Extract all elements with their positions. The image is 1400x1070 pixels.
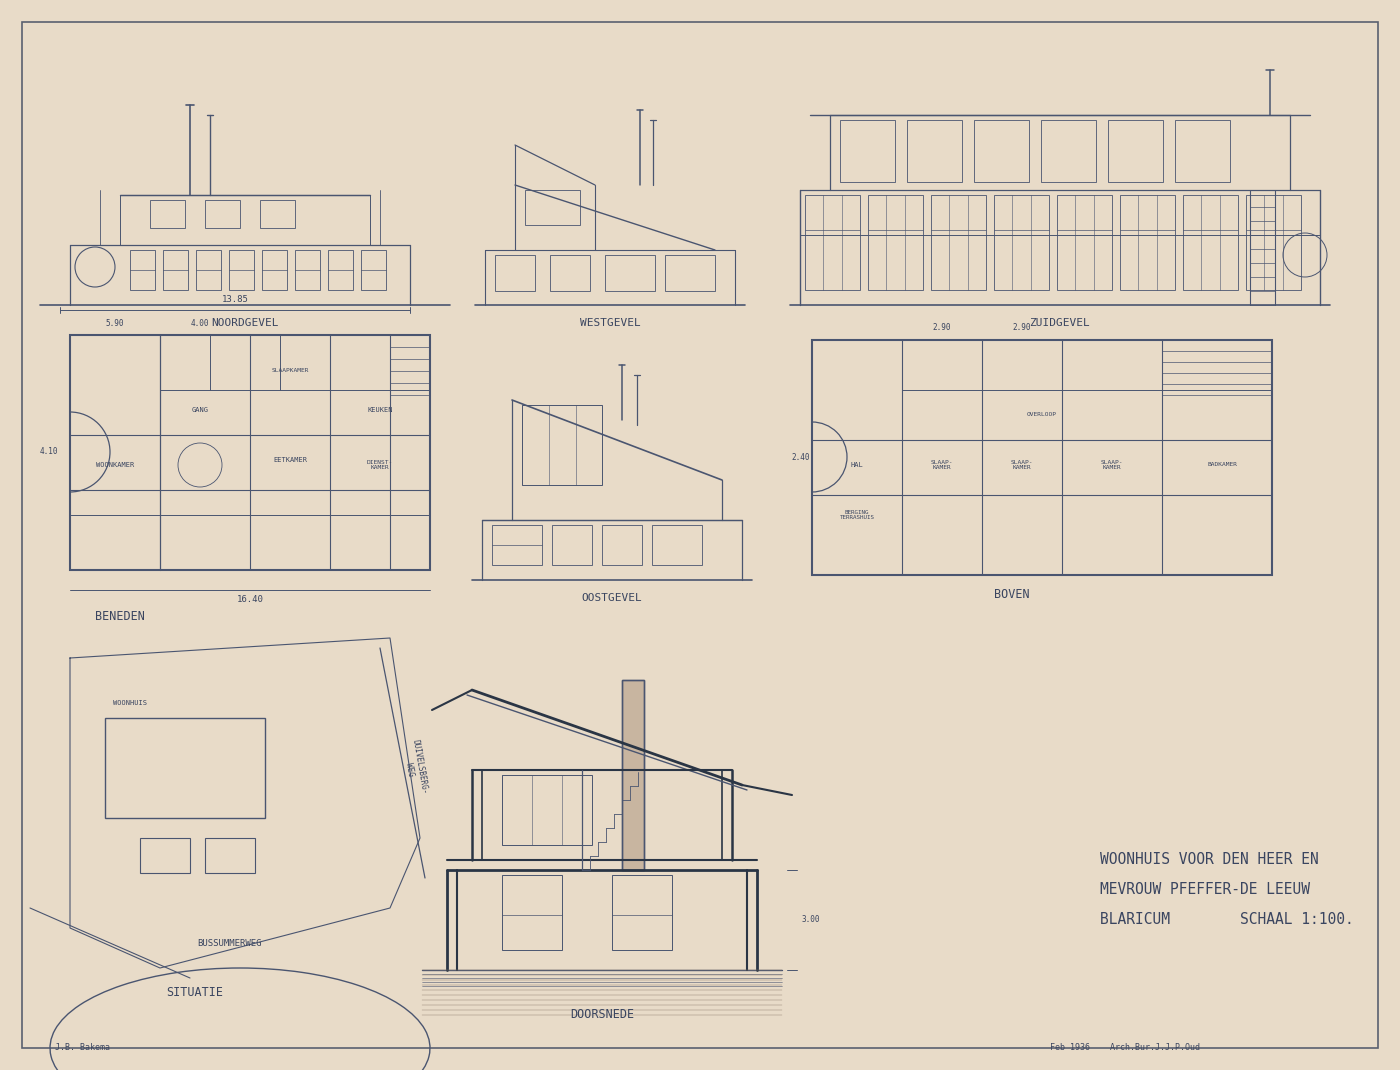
Text: BUSSUMMERWEG: BUSSUMMERWEG: [197, 938, 262, 948]
Bar: [328, 250, 353, 290]
Bar: [262, 250, 287, 290]
Bar: [665, 255, 715, 291]
Bar: [840, 120, 895, 182]
Bar: [204, 200, 239, 228]
Bar: [612, 875, 672, 950]
Text: DUIVELSBERG-
WEG: DUIVELSBERG- WEG: [400, 739, 430, 797]
Text: HAL: HAL: [851, 462, 864, 468]
Text: GANG: GANG: [192, 407, 209, 413]
Bar: [1175, 120, 1231, 182]
Bar: [1120, 195, 1175, 290]
Text: 2.40: 2.40: [791, 453, 811, 461]
Text: SLAAP-
KAMER: SLAAP- KAMER: [1011, 460, 1033, 471]
Text: 2.90: 2.90: [932, 323, 951, 333]
Bar: [525, 190, 580, 225]
Text: SLAAP-
KAMER: SLAAP- KAMER: [1100, 460, 1123, 471]
Text: KEUKEN: KEUKEN: [367, 407, 393, 413]
Text: NOORDGEVEL: NOORDGEVEL: [211, 318, 279, 328]
Bar: [931, 195, 986, 290]
Text: SLAAPKAMER: SLAAPKAMER: [272, 367, 309, 372]
Text: WESTGEVEL: WESTGEVEL: [580, 318, 640, 328]
Text: Feb 1936    Arch.Bur.J.J.P.Oud: Feb 1936 Arch.Bur.J.J.P.Oud: [1050, 1043, 1200, 1053]
Text: OVERLOOP: OVERLOOP: [1028, 413, 1057, 417]
Bar: [130, 250, 155, 290]
Text: BADKAMER: BADKAMER: [1207, 462, 1238, 468]
Bar: [491, 525, 542, 565]
Bar: [1057, 195, 1112, 290]
Bar: [1246, 195, 1301, 290]
Text: WOONKAMER: WOONKAMER: [95, 462, 134, 468]
Text: DOORSNEDE: DOORSNEDE: [570, 1009, 634, 1022]
Text: 4.10: 4.10: [39, 447, 57, 457]
Text: 2.90: 2.90: [1012, 323, 1032, 333]
Text: ZUIDGEVEL: ZUIDGEVEL: [1029, 318, 1091, 328]
Bar: [622, 681, 644, 870]
Bar: [196, 250, 221, 290]
Bar: [602, 525, 643, 565]
Bar: [361, 250, 386, 290]
Bar: [605, 255, 655, 291]
Bar: [150, 200, 185, 228]
Bar: [552, 525, 592, 565]
Bar: [974, 120, 1029, 182]
Bar: [503, 875, 561, 950]
Text: SITUATIE: SITUATIE: [167, 987, 224, 999]
Bar: [162, 250, 188, 290]
Text: 3.00: 3.00: [802, 916, 820, 924]
Bar: [994, 195, 1049, 290]
Bar: [105, 718, 265, 817]
Bar: [140, 838, 190, 873]
Text: WOONHUIS VOOR DEN HEER EN: WOONHUIS VOOR DEN HEER EN: [1100, 853, 1319, 868]
Bar: [550, 255, 589, 291]
Text: 16.40: 16.40: [237, 596, 263, 605]
Text: BERGING
TERRASHUIS: BERGING TERRASHUIS: [840, 509, 875, 520]
Bar: [812, 340, 1273, 575]
Text: J.B. Bakema: J.B. Bakema: [55, 1043, 111, 1053]
Text: DIENST-
KAMER: DIENST- KAMER: [367, 460, 393, 471]
Bar: [230, 250, 253, 290]
Text: BENEDEN: BENEDEN: [95, 610, 146, 623]
Bar: [1183, 195, 1238, 290]
Text: 5.90: 5.90: [106, 319, 125, 327]
Bar: [1042, 120, 1096, 182]
Bar: [496, 255, 535, 291]
Text: BOVEN: BOVEN: [994, 588, 1030, 601]
Bar: [907, 120, 962, 182]
Bar: [260, 200, 295, 228]
Bar: [503, 775, 592, 845]
Bar: [522, 406, 602, 485]
Bar: [1107, 120, 1163, 182]
Bar: [805, 195, 860, 290]
Text: OOSTGEVEL: OOSTGEVEL: [581, 593, 643, 603]
Bar: [295, 250, 321, 290]
Text: MEVROUW PFEFFER-DE LEEUW: MEVROUW PFEFFER-DE LEEUW: [1100, 883, 1310, 898]
Bar: [622, 681, 644, 870]
Text: EETKAMER: EETKAMER: [273, 457, 307, 463]
Text: WOONHUIS: WOONHUIS: [113, 700, 147, 706]
Bar: [70, 335, 430, 570]
Bar: [868, 195, 923, 290]
Text: SLAAP-
KAMER: SLAAP- KAMER: [931, 460, 953, 471]
Text: 13.85: 13.85: [221, 295, 248, 305]
Text: 4.00: 4.00: [190, 319, 209, 327]
Text: BLARICUM        SCHAAL 1:100.: BLARICUM SCHAAL 1:100.: [1100, 913, 1354, 928]
Bar: [204, 838, 255, 873]
Bar: [652, 525, 701, 565]
